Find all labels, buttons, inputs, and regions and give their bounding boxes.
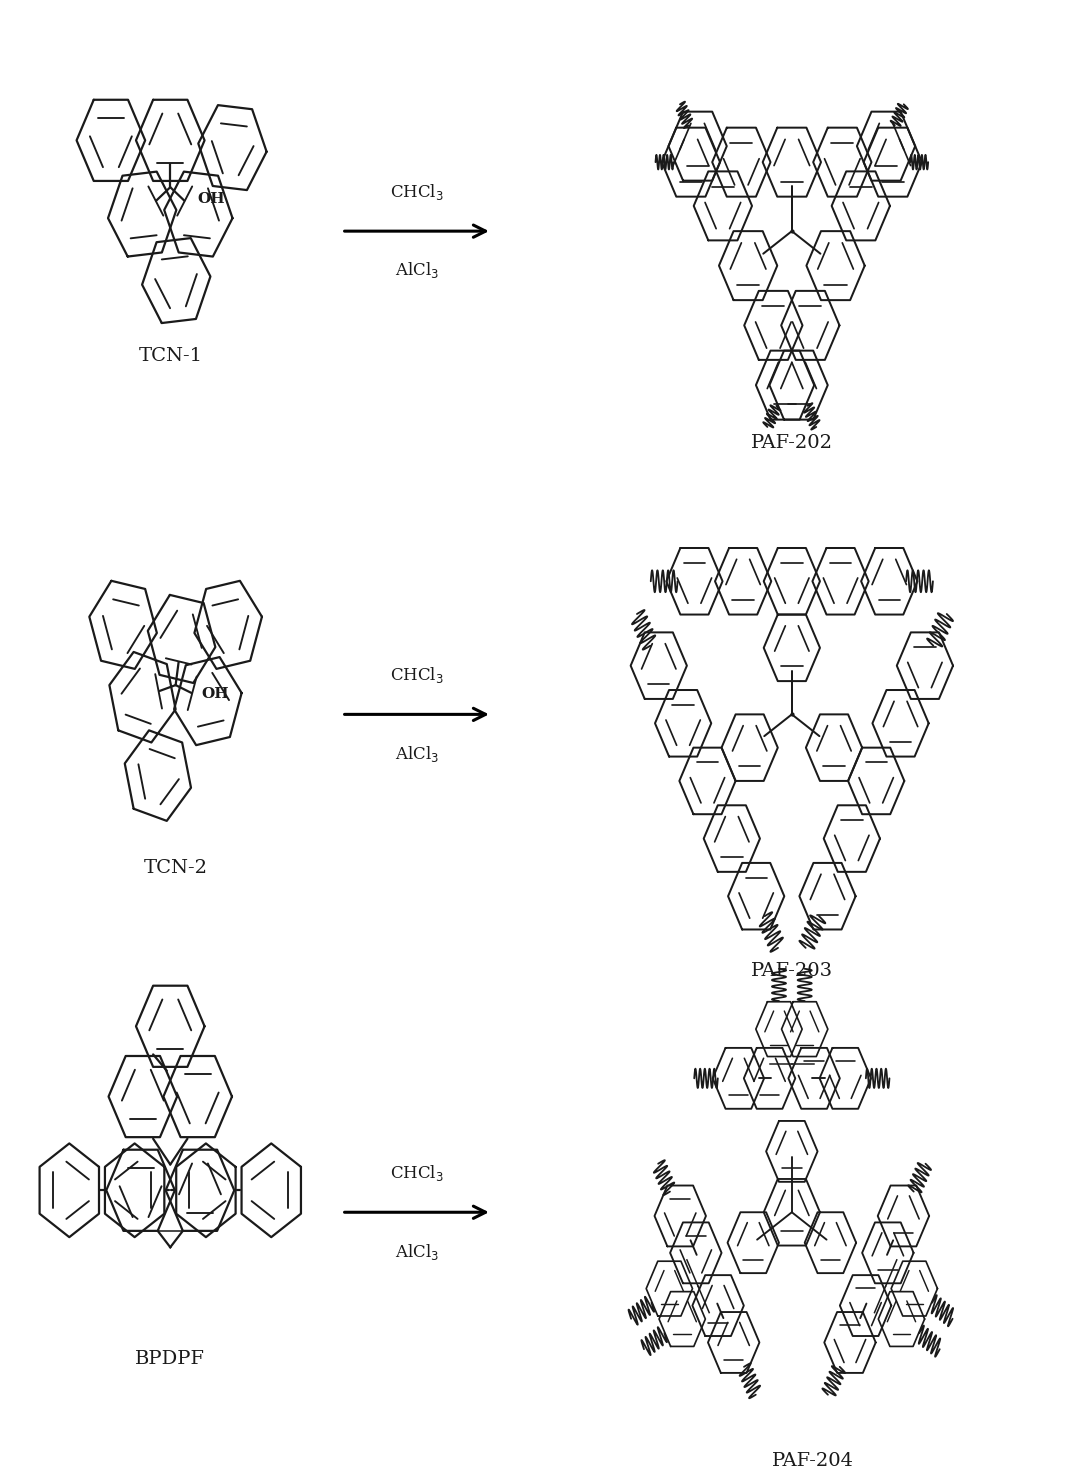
Text: TCN-1: TCN-1 <box>138 347 202 365</box>
Text: OH: OH <box>197 192 225 207</box>
Text: PAF-204: PAF-204 <box>772 1452 854 1470</box>
Text: TCN-2: TCN-2 <box>144 859 207 877</box>
Text: AlCl$_3$: AlCl$_3$ <box>394 1241 438 1262</box>
Text: CHCl$_3$: CHCl$_3$ <box>390 182 444 202</box>
Text: OH: OH <box>201 686 229 701</box>
Text: PAF-203: PAF-203 <box>751 962 833 980</box>
Text: CHCl$_3$: CHCl$_3$ <box>390 666 444 685</box>
Text: CHCl$_3$: CHCl$_3$ <box>390 1163 444 1182</box>
Text: PAF-202: PAF-202 <box>751 434 833 453</box>
Text: AlCl$_3$: AlCl$_3$ <box>394 260 438 280</box>
Text: AlCl$_3$: AlCl$_3$ <box>394 744 438 763</box>
Text: BPDPF: BPDPF <box>135 1349 205 1368</box>
